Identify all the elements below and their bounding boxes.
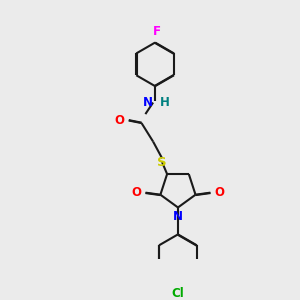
Text: S: S	[157, 156, 167, 169]
Text: N: N	[173, 209, 183, 223]
Text: O: O	[132, 186, 142, 199]
Text: O: O	[114, 114, 124, 127]
Text: F: F	[152, 25, 160, 38]
Text: N: N	[143, 96, 153, 109]
Text: Cl: Cl	[172, 287, 184, 300]
Text: H: H	[160, 96, 170, 109]
Text: O: O	[214, 186, 224, 199]
